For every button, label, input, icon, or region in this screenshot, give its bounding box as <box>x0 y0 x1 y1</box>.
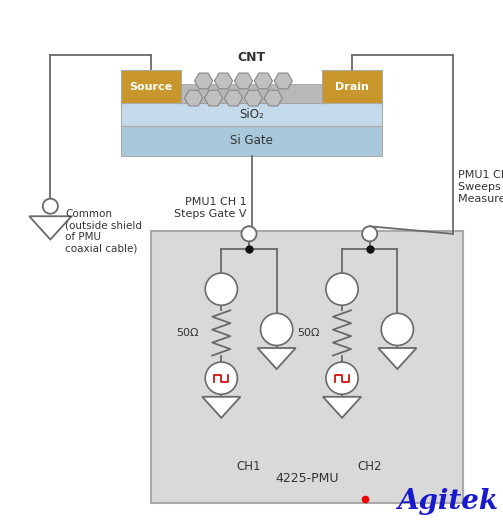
Text: CH1: CH1 <box>237 460 261 473</box>
Circle shape <box>205 362 237 394</box>
Polygon shape <box>29 216 71 240</box>
Bar <box>151 231 463 503</box>
Circle shape <box>205 273 237 305</box>
Text: 50Ω: 50Ω <box>297 328 319 338</box>
Text: Agitek: Agitek <box>397 488 498 516</box>
Bar <box>322 71 382 103</box>
Text: A: A <box>217 282 226 295</box>
Text: PMU1 CH 2
Sweeps Drain V
Measures Drain I: PMU1 CH 2 Sweeps Drain V Measures Drain … <box>458 170 503 203</box>
Polygon shape <box>202 397 240 418</box>
Text: Source: Source <box>129 82 173 92</box>
Polygon shape <box>258 348 296 369</box>
Text: Si Gate: Si Gate <box>230 134 273 147</box>
Bar <box>181 84 322 103</box>
Text: SiO₂: SiO₂ <box>239 108 264 121</box>
Text: 50Ω: 50Ω <box>176 328 199 338</box>
Bar <box>121 103 382 126</box>
Circle shape <box>261 313 293 346</box>
Polygon shape <box>378 348 416 369</box>
Bar <box>121 126 382 156</box>
Text: Common
(outside shield
of PMU
coaxial cable): Common (outside shield of PMU coaxial ca… <box>65 209 142 254</box>
Text: A: A <box>338 282 347 295</box>
Text: V: V <box>393 323 402 336</box>
Bar <box>121 71 181 103</box>
Text: CNT: CNT <box>237 51 266 64</box>
Text: Drain: Drain <box>335 82 369 92</box>
Text: CH2: CH2 <box>358 460 382 473</box>
Circle shape <box>241 226 257 242</box>
Text: 4225-PMU: 4225-PMU <box>275 472 339 485</box>
Polygon shape <box>323 397 361 418</box>
Circle shape <box>362 226 377 242</box>
Circle shape <box>326 362 358 394</box>
Circle shape <box>43 199 58 214</box>
Text: PMU1 CH 1
Steps Gate V: PMU1 CH 1 Steps Gate V <box>174 197 246 219</box>
Circle shape <box>381 313 413 346</box>
Circle shape <box>326 273 358 305</box>
Text: V: V <box>272 323 281 336</box>
